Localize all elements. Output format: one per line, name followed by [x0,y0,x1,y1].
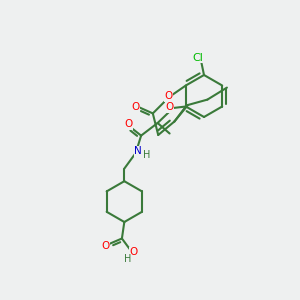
Text: O: O [132,102,140,112]
Text: O: O [124,119,132,129]
Text: O: O [165,91,173,101]
Text: O: O [130,247,138,257]
Text: N: N [134,146,142,157]
Text: H: H [143,150,151,161]
Text: O: O [102,241,110,251]
Text: H: H [124,254,131,265]
Text: Cl: Cl [193,52,203,63]
Text: O: O [166,102,174,112]
